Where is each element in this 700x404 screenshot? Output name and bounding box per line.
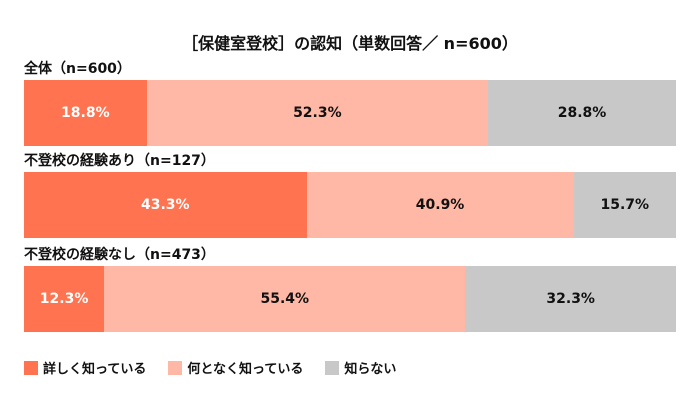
bar-segment-3: 15.7% xyxy=(573,172,676,238)
data-label: 18.8% xyxy=(61,105,110,121)
data-label: 52.3% xyxy=(293,105,342,121)
bar-segment-1: 18.8% xyxy=(24,80,147,146)
legend-item: 知らない xyxy=(325,358,396,377)
data-label: 32.3% xyxy=(546,291,595,307)
bar-segment-1: 43.3% xyxy=(24,172,307,238)
legend-item: 何となく知っている xyxy=(168,358,303,377)
chart-title: ［保健室登校］の認知（単数回答／ n=600） xyxy=(182,34,518,53)
bar-segment-1: 12.3% xyxy=(24,266,105,332)
data-label: 12.3% xyxy=(39,291,89,307)
bar-segment-3: 32.3% xyxy=(465,266,676,332)
group-label: 不登校の経験あり（n=127） xyxy=(24,153,215,169)
data-label: 40.9% xyxy=(415,197,465,213)
stacked-bar: 18.8% 52.3% 28.8% xyxy=(24,80,676,146)
legend-label: 詳しく知っている xyxy=(43,362,147,377)
legend-swatch xyxy=(325,360,340,375)
legend-item: 詳しく知っている xyxy=(24,358,146,377)
legend-label: 何となく知っている xyxy=(187,362,304,377)
data-label: 55.4% xyxy=(260,291,310,307)
legend-swatch xyxy=(168,360,183,375)
stacked-bar: 43.3% 40.9% 15.7% xyxy=(24,172,676,238)
bar-segment-2: 40.9% xyxy=(306,172,574,238)
group-label: 全体（n=600） xyxy=(24,61,131,77)
bar-segment-3: 28.8% xyxy=(488,80,676,146)
legend-swatch xyxy=(24,360,38,375)
stacked-bar: 12.3% 55.4% 32.3% xyxy=(24,266,676,332)
bar-segment-2: 52.3% xyxy=(146,80,489,146)
data-label: 28.8% xyxy=(557,105,607,121)
group-label: 不登校の経験なし（n=473） xyxy=(24,247,215,263)
bar-segment-2: 55.4% xyxy=(104,266,466,332)
data-label: 15.7% xyxy=(600,197,650,213)
legend: 詳しく知っている 何となく知っている 知らない xyxy=(24,358,418,377)
legend-label: 知らない xyxy=(344,362,397,377)
data-label: 43.3% xyxy=(141,197,190,213)
